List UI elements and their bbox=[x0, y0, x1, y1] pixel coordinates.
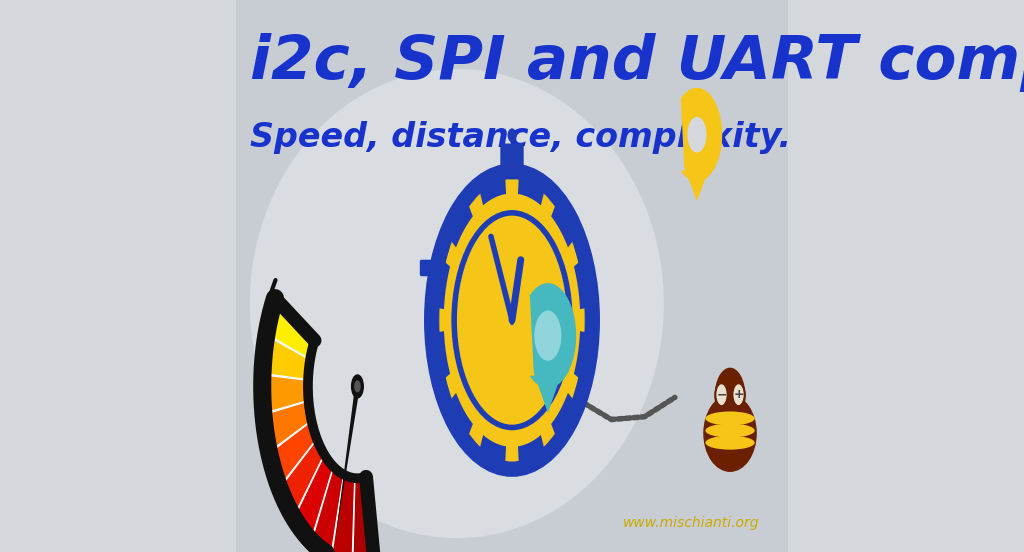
Polygon shape bbox=[262, 375, 308, 413]
Polygon shape bbox=[479, 435, 506, 466]
Ellipse shape bbox=[732, 383, 744, 406]
Ellipse shape bbox=[706, 436, 755, 450]
Polygon shape bbox=[262, 336, 310, 380]
Polygon shape bbox=[266, 299, 314, 359]
Ellipse shape bbox=[432, 171, 592, 469]
Ellipse shape bbox=[508, 129, 516, 142]
Polygon shape bbox=[433, 331, 451, 382]
Polygon shape bbox=[269, 421, 316, 487]
Polygon shape bbox=[551, 200, 577, 247]
Text: i2c, SPI and UART compared: i2c, SPI and UART compared bbox=[250, 33, 1024, 92]
Polygon shape bbox=[263, 401, 311, 452]
Text: −: − bbox=[716, 388, 727, 401]
Polygon shape bbox=[518, 435, 545, 466]
Polygon shape bbox=[332, 475, 354, 552]
Ellipse shape bbox=[351, 374, 364, 399]
Ellipse shape bbox=[445, 197, 579, 444]
Ellipse shape bbox=[354, 380, 360, 392]
Ellipse shape bbox=[455, 213, 569, 427]
FancyBboxPatch shape bbox=[501, 144, 523, 179]
Ellipse shape bbox=[703, 395, 757, 472]
Ellipse shape bbox=[250, 69, 664, 538]
Ellipse shape bbox=[509, 315, 515, 325]
Ellipse shape bbox=[715, 368, 745, 425]
Polygon shape bbox=[447, 200, 473, 247]
Polygon shape bbox=[518, 174, 545, 205]
Polygon shape bbox=[336, 385, 359, 537]
Text: +: + bbox=[733, 388, 743, 401]
Ellipse shape bbox=[706, 423, 755, 438]
Polygon shape bbox=[294, 455, 333, 540]
Polygon shape bbox=[311, 467, 344, 552]
Polygon shape bbox=[433, 258, 451, 309]
Polygon shape bbox=[353, 477, 374, 552]
Text: www.mischianti.org: www.mischianti.org bbox=[623, 516, 759, 530]
Polygon shape bbox=[573, 258, 591, 309]
Ellipse shape bbox=[535, 310, 561, 361]
Ellipse shape bbox=[706, 411, 755, 426]
Ellipse shape bbox=[716, 383, 728, 406]
Polygon shape bbox=[529, 283, 577, 413]
Polygon shape bbox=[681, 88, 722, 201]
Polygon shape bbox=[280, 439, 325, 517]
Ellipse shape bbox=[687, 117, 707, 152]
Polygon shape bbox=[479, 174, 506, 205]
Text: Speed, distance, complexity.: Speed, distance, complexity. bbox=[250, 121, 791, 155]
Polygon shape bbox=[573, 331, 591, 382]
Polygon shape bbox=[447, 393, 473, 440]
Polygon shape bbox=[551, 393, 577, 440]
FancyBboxPatch shape bbox=[420, 260, 438, 276]
